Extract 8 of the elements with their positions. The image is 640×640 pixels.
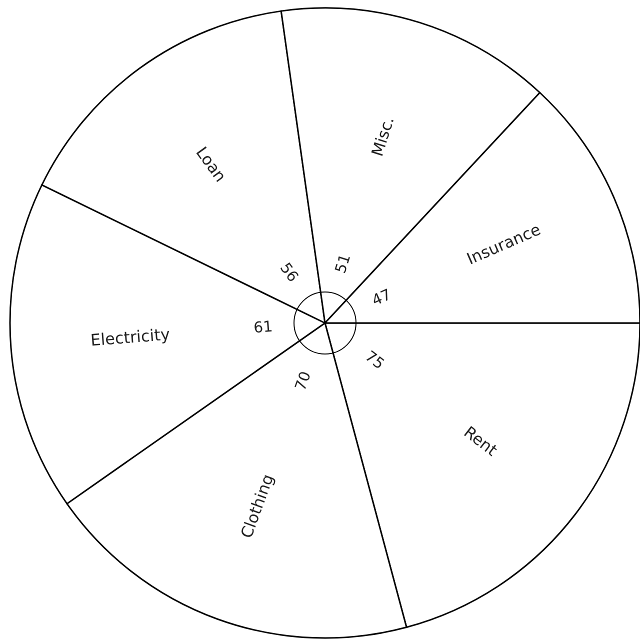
data-label: 56	[276, 259, 302, 286]
slice-label: Electricity	[90, 324, 171, 350]
data-label: 70	[291, 368, 315, 394]
data-label: 47	[369, 285, 394, 310]
data-label: 61	[252, 317, 274, 337]
slice-label: Misc.	[368, 114, 398, 159]
data-label: 75	[362, 347, 388, 373]
data-label: 51	[331, 252, 354, 276]
